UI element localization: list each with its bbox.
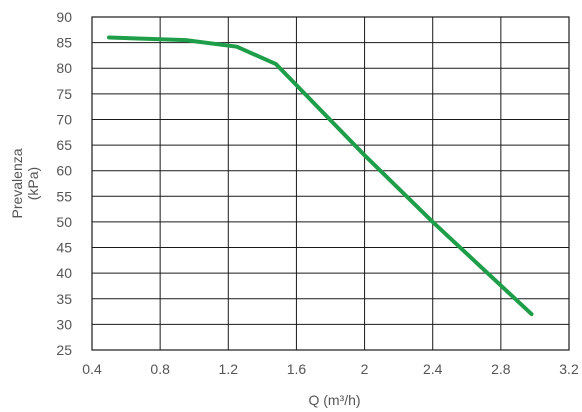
y-tick-label: 40 — [56, 265, 72, 281]
y-tick-label: 60 — [56, 163, 72, 179]
plot-frame — [91, 16, 570, 351]
x-tick-label: 0.8 — [150, 361, 170, 377]
y-tick-label: 90 — [56, 9, 72, 25]
y-tick-label: 25 — [56, 342, 72, 358]
series-layer — [107, 35, 534, 317]
x-tick-label: 1.6 — [287, 361, 307, 377]
y-tick-label: 55 — [56, 188, 72, 204]
y-tick-label: 80 — [56, 60, 72, 76]
y-tick-label: 70 — [56, 111, 72, 127]
x-tick-label: 1.2 — [219, 361, 239, 377]
y-tick-label: 30 — [56, 316, 72, 332]
series-line — [107, 35, 534, 317]
y-axis-label-line-1: Prevalenza — [9, 148, 25, 218]
y-tick-label: 75 — [56, 86, 72, 102]
y-tick-label: 45 — [56, 240, 72, 256]
y-tick-label: 85 — [56, 35, 72, 51]
x-tick-label: 2.8 — [491, 361, 511, 377]
x-axis-label: Q (m³/h) — [308, 392, 360, 408]
x-tick-label: 3.2 — [559, 361, 579, 377]
y-axis-ticks: 25 30 35 40 45 50 55 60 65 70 75 80 85 90 — [56, 9, 72, 358]
y-tick-label: 35 — [56, 291, 72, 307]
grid — [91, 16, 570, 351]
x-tick-label: 2.4 — [423, 361, 443, 377]
x-tick-label: 2 — [361, 361, 369, 377]
x-axis-ticks: 0.4 0.8 1.2 1.6 2 2.4 2.8 3.2 — [82, 361, 579, 377]
y-axis-label-line-2: (kPa) — [25, 167, 41, 200]
x-tick-label: 0.4 — [82, 361, 102, 377]
y-axis-label: Prevalenza (kPa) — [9, 148, 41, 218]
y-tick-label: 65 — [56, 137, 72, 153]
y-tick-label: 50 — [56, 214, 72, 230]
